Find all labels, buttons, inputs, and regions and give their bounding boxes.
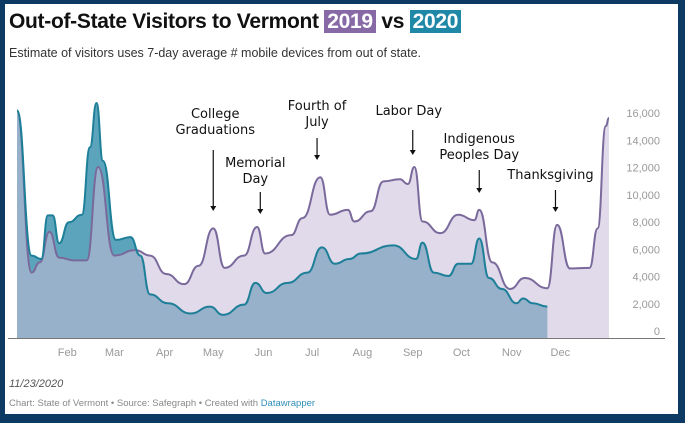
datawrapper-link[interactable]: Datawrapper [260, 398, 316, 409]
chart-credit: Chart: State of Vermont • Source: Safegr… [9, 398, 315, 409]
y-tick-label: 6,000 [632, 244, 660, 256]
chart-card [5, 4, 678, 414]
x-tick-label: Feb [58, 347, 77, 359]
annotation-label: Graduations [175, 123, 255, 138]
y-tick-label: 0 [654, 326, 660, 338]
arrowhead-icon [210, 206, 217, 211]
annotation-label: July [304, 115, 329, 130]
arrowhead-icon [552, 207, 559, 212]
y-tick-label: 12,000 [626, 163, 660, 175]
x-tick-label: Sep [403, 347, 423, 359]
x-tick-label: Nov [502, 347, 522, 359]
badge-2019: 2019 [324, 10, 376, 33]
y-tick-label: 14,000 [626, 135, 660, 147]
x-tick-label: Aug [353, 347, 373, 359]
title-vs: vs [381, 10, 405, 33]
arrowhead-icon [476, 188, 483, 193]
annotation-label: College [191, 107, 240, 122]
arrowhead-icon [314, 155, 321, 160]
line-2019 [16, 109, 610, 290]
credit-text: Chart: State of Vermont • Source: Safegr… [9, 398, 259, 409]
y-tick-label: 2,000 [632, 299, 660, 311]
badge-2020: 2020 [409, 10, 462, 33]
x-tick-label: May [203, 347, 224, 359]
x-tick-label: Oct [453, 347, 470, 359]
chart-date: 11/23/2020 [9, 378, 64, 390]
annotation-label: Peoples Day [439, 148, 519, 163]
annotation-label: Day [242, 172, 268, 187]
y-tick-label: 10,000 [626, 190, 660, 202]
annotation-label: Labor Day [375, 104, 442, 119]
chart-title: Out-of-State Visitors to Vermont 2019 vs… [9, 10, 462, 34]
y-tick-label: 16,000 [626, 108, 660, 120]
x-tick-label: Dec [551, 347, 571, 359]
x-tick-label: Jul [305, 347, 319, 359]
chart-subtitle: Estimate of visitors uses 7-day average … [9, 46, 421, 60]
area-2019 [17, 110, 609, 339]
y-tick-label: 8,000 [632, 217, 660, 229]
title-prefix: Out-of-State Visitors to Vermont [9, 10, 319, 33]
x-tick-label: Jun [255, 347, 273, 359]
x-tick-label: Apr [156, 347, 173, 359]
annotation-label: Thanksgiving [506, 168, 593, 183]
annotation-label: Indigenous [444, 132, 516, 147]
annotation-label: Memorial [225, 156, 285, 171]
line-2020 [16, 101, 548, 316]
arrowhead-icon [257, 209, 264, 214]
annotation-label: Fourth of [288, 99, 347, 114]
arrowhead-icon [409, 150, 416, 155]
y-tick-label: 4,000 [632, 272, 660, 284]
x-tick-label: Mar [105, 347, 124, 359]
